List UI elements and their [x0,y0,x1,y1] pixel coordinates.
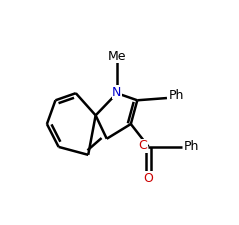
Text: Me: Me [108,50,126,63]
Text: Ph: Ph [169,89,184,102]
Text: C: C [139,139,147,152]
Text: Ph: Ph [184,140,199,153]
Text: O: O [143,172,153,185]
Text: N: N [112,86,122,99]
